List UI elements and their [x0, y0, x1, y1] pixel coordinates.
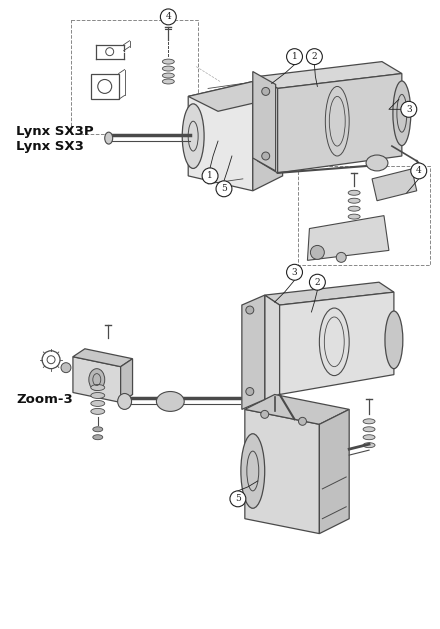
- Circle shape: [202, 168, 218, 184]
- Circle shape: [262, 152, 270, 160]
- Circle shape: [216, 181, 232, 197]
- Text: Lynx SX3: Lynx SX3: [16, 140, 84, 153]
- Ellipse shape: [182, 104, 204, 169]
- Polygon shape: [372, 169, 417, 201]
- Bar: [71, 20, 198, 134]
- Circle shape: [411, 163, 427, 179]
- Ellipse shape: [366, 155, 388, 171]
- Bar: [297, 166, 430, 265]
- Ellipse shape: [91, 392, 105, 398]
- Text: 5: 5: [221, 184, 227, 193]
- Polygon shape: [245, 394, 349, 425]
- Ellipse shape: [93, 435, 103, 440]
- Ellipse shape: [91, 408, 105, 415]
- Polygon shape: [253, 72, 275, 171]
- Text: Lynx SX3P: Lynx SX3P: [16, 125, 94, 138]
- Circle shape: [246, 306, 254, 314]
- Polygon shape: [278, 74, 402, 173]
- Circle shape: [286, 48, 302, 65]
- Circle shape: [261, 410, 269, 418]
- Text: 1: 1: [207, 171, 213, 181]
- Polygon shape: [308, 216, 389, 260]
- Polygon shape: [73, 357, 121, 403]
- Ellipse shape: [156, 391, 184, 411]
- Ellipse shape: [105, 132, 113, 144]
- Ellipse shape: [363, 419, 375, 424]
- Bar: [91, 74, 119, 99]
- Polygon shape: [253, 82, 282, 191]
- Ellipse shape: [393, 81, 411, 145]
- Ellipse shape: [348, 206, 360, 211]
- Ellipse shape: [241, 434, 265, 508]
- Ellipse shape: [363, 427, 375, 431]
- Circle shape: [401, 101, 417, 117]
- Polygon shape: [280, 292, 394, 394]
- Text: 4: 4: [165, 13, 171, 21]
- Text: 3: 3: [292, 268, 297, 277]
- Ellipse shape: [162, 79, 174, 84]
- Ellipse shape: [162, 73, 174, 78]
- Ellipse shape: [89, 369, 105, 391]
- Polygon shape: [73, 349, 132, 367]
- Circle shape: [311, 245, 324, 259]
- Text: 5: 5: [235, 494, 241, 503]
- Text: 2: 2: [315, 278, 320, 287]
- Polygon shape: [121, 359, 132, 403]
- Ellipse shape: [91, 401, 105, 406]
- Text: 3: 3: [406, 105, 411, 114]
- Ellipse shape: [385, 311, 403, 369]
- Ellipse shape: [91, 384, 105, 391]
- Circle shape: [160, 9, 176, 25]
- Circle shape: [306, 48, 323, 65]
- Text: 2: 2: [312, 52, 317, 61]
- Ellipse shape: [93, 427, 103, 431]
- Circle shape: [246, 387, 254, 396]
- Polygon shape: [258, 62, 402, 89]
- Polygon shape: [258, 77, 278, 173]
- Ellipse shape: [162, 66, 174, 71]
- Ellipse shape: [363, 443, 375, 448]
- Ellipse shape: [117, 394, 132, 409]
- Ellipse shape: [348, 191, 360, 195]
- Ellipse shape: [348, 198, 360, 203]
- Text: Zoom-3: Zoom-3: [16, 393, 73, 406]
- Circle shape: [230, 491, 246, 507]
- Circle shape: [262, 87, 270, 96]
- Polygon shape: [319, 409, 349, 533]
- Ellipse shape: [363, 435, 375, 440]
- Polygon shape: [188, 82, 282, 111]
- Polygon shape: [245, 409, 319, 533]
- Text: 1: 1: [292, 52, 297, 61]
- Polygon shape: [188, 82, 253, 191]
- Circle shape: [298, 418, 306, 425]
- Ellipse shape: [162, 59, 174, 64]
- Polygon shape: [265, 295, 280, 399]
- Polygon shape: [242, 295, 265, 409]
- Ellipse shape: [348, 214, 360, 219]
- Circle shape: [309, 274, 325, 290]
- Text: 4: 4: [416, 167, 422, 175]
- Circle shape: [61, 363, 71, 372]
- Circle shape: [286, 264, 302, 280]
- Polygon shape: [265, 282, 394, 305]
- Circle shape: [336, 252, 346, 262]
